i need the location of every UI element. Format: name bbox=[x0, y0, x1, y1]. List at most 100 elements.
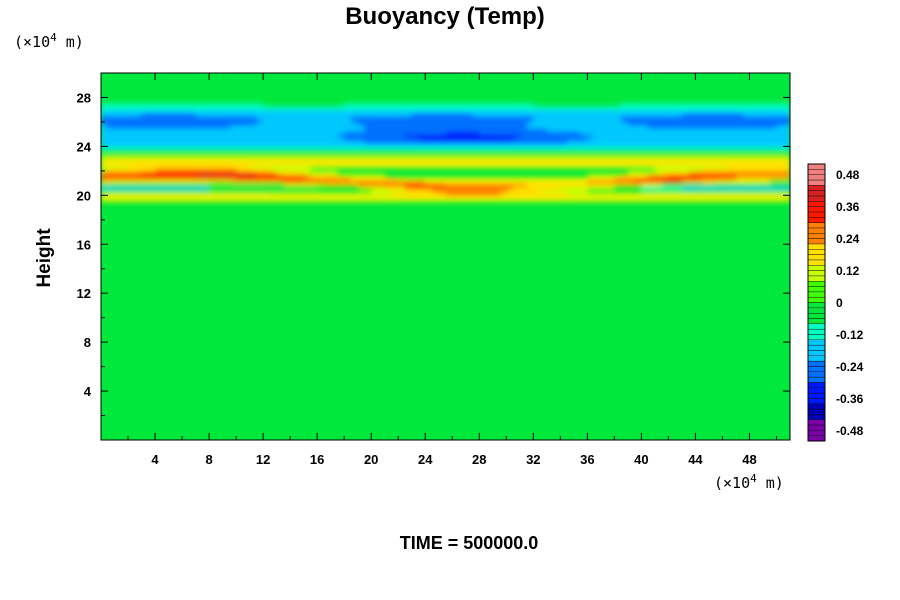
heatmap-cell bbox=[391, 128, 399, 132]
heatmap-cell bbox=[472, 103, 480, 108]
heatmap-cell bbox=[492, 180, 501, 184]
heatmap-cell bbox=[141, 143, 149, 147]
heatmap-cell bbox=[438, 158, 447, 163]
heatmap-cell bbox=[452, 186, 460, 190]
heatmap-cell bbox=[519, 112, 528, 117]
heatmap-cell bbox=[371, 106, 379, 111]
heatmap-cell bbox=[702, 198, 710, 203]
heatmap-cell bbox=[161, 137, 170, 141]
heatmap-cell bbox=[702, 100, 710, 105]
heatmap-cell bbox=[296, 180, 305, 184]
y-tick-label: 16 bbox=[77, 237, 91, 252]
heatmap-cell bbox=[404, 146, 413, 151]
heatmap-cell bbox=[675, 198, 683, 203]
heatmap-cell bbox=[708, 167, 717, 172]
heatmap-cell bbox=[107, 176, 116, 181]
heatmap-cell bbox=[641, 134, 649, 138]
heatmap-cell bbox=[621, 195, 629, 199]
heatmap-cell bbox=[641, 149, 649, 154]
heatmap-cell bbox=[398, 140, 406, 144]
heatmap-cell bbox=[263, 198, 271, 203]
heatmap-cell bbox=[607, 176, 615, 181]
heatmap-cell bbox=[776, 143, 784, 147]
heatmap-cell bbox=[364, 192, 372, 196]
heatmap-cell bbox=[668, 167, 676, 172]
heatmap-cell bbox=[735, 149, 744, 154]
heatmap-cell bbox=[344, 121, 352, 126]
heatmap-cell bbox=[533, 180, 541, 184]
heatmap-cell bbox=[641, 189, 649, 193]
heatmap-cell bbox=[762, 170, 771, 175]
heatmap-cell bbox=[296, 140, 305, 144]
heatmap-cell bbox=[101, 176, 109, 181]
heatmap-cell bbox=[648, 140, 656, 144]
heatmap-cell bbox=[242, 161, 251, 166]
heatmap-cell bbox=[641, 161, 649, 166]
heatmap-cell bbox=[735, 158, 744, 163]
heatmap-cell bbox=[567, 176, 575, 181]
heatmap-cell bbox=[479, 100, 487, 105]
heatmap-cell bbox=[735, 170, 744, 175]
heatmap-cell bbox=[357, 100, 366, 105]
heatmap-cell bbox=[222, 176, 230, 181]
heatmap-cell bbox=[155, 198, 163, 203]
heatmap-cell bbox=[546, 180, 555, 184]
heatmap-cell bbox=[101, 143, 109, 147]
heatmap-cell bbox=[567, 143, 575, 147]
heatmap-cell bbox=[155, 161, 163, 166]
heatmap-cell bbox=[776, 195, 784, 199]
heatmap-cell bbox=[729, 158, 737, 163]
heatmap-cell bbox=[195, 158, 203, 163]
heatmap-cell bbox=[472, 109, 480, 114]
heatmap-cell bbox=[431, 198, 440, 203]
colorbar-tick-label: 0.12 bbox=[836, 264, 860, 278]
heatmap-cell bbox=[344, 195, 352, 199]
heatmap-cell bbox=[729, 155, 737, 160]
heatmap-cell bbox=[540, 161, 548, 166]
heatmap-cell bbox=[182, 128, 190, 132]
heatmap-cell bbox=[303, 121, 311, 126]
heatmap-cell bbox=[695, 103, 703, 108]
colorbar-swatch bbox=[807, 323, 826, 330]
heatmap-cell bbox=[263, 103, 271, 108]
x-tick-label: 24 bbox=[418, 452, 433, 467]
heatmap-cell bbox=[648, 121, 656, 126]
heatmap-cell bbox=[121, 155, 129, 160]
heatmap-cell bbox=[681, 195, 690, 199]
heatmap-cell bbox=[540, 124, 548, 129]
heatmap-cell bbox=[668, 180, 676, 184]
heatmap-cell bbox=[195, 164, 203, 169]
heatmap-cell bbox=[209, 149, 217, 154]
heatmap-cell bbox=[513, 161, 521, 166]
heatmap-cell bbox=[594, 115, 602, 120]
heatmap-cell bbox=[580, 183, 588, 187]
heatmap-cell bbox=[188, 146, 197, 151]
heatmap-cell bbox=[431, 115, 440, 120]
heatmap-cell bbox=[621, 198, 629, 203]
heatmap-cell bbox=[722, 155, 730, 160]
heatmap-cell bbox=[681, 118, 690, 123]
heatmap-cell bbox=[202, 109, 210, 114]
heatmap-cell bbox=[762, 167, 771, 172]
heatmap-cell bbox=[600, 146, 609, 151]
heatmap-cell bbox=[573, 115, 582, 120]
heatmap-cell bbox=[256, 186, 264, 190]
heatmap-cell bbox=[425, 112, 433, 117]
heatmap-cell bbox=[607, 186, 615, 190]
heatmap-cell bbox=[533, 131, 541, 135]
heatmap-cell bbox=[506, 186, 514, 190]
heatmap-cell bbox=[121, 183, 129, 187]
heatmap-cell bbox=[404, 161, 413, 166]
heatmap-cell bbox=[749, 115, 757, 120]
heatmap-cell bbox=[519, 164, 528, 169]
heatmap-cell bbox=[600, 164, 609, 169]
heatmap-cell bbox=[627, 180, 636, 184]
heatmap-cell bbox=[242, 170, 251, 175]
heatmap-cell bbox=[438, 112, 447, 117]
heatmap-cell bbox=[472, 183, 480, 187]
heatmap-cell bbox=[756, 183, 764, 187]
heatmap-cell bbox=[695, 121, 703, 126]
heatmap-cell bbox=[735, 195, 744, 199]
heatmap-cell bbox=[141, 186, 149, 190]
heatmap-cell bbox=[587, 106, 595, 111]
